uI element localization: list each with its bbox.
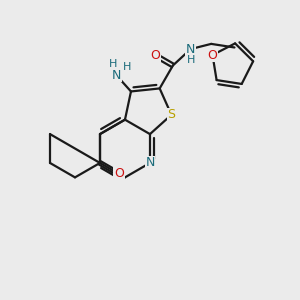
Text: H: H (186, 55, 195, 65)
Text: O: O (114, 167, 124, 181)
Text: N: N (112, 68, 121, 82)
Text: N: N (186, 43, 195, 56)
Text: S: S (167, 108, 175, 121)
Text: O: O (151, 49, 160, 62)
Text: N: N (145, 157, 154, 169)
Text: O: O (208, 49, 218, 62)
Text: H: H (109, 59, 117, 69)
Text: H: H (123, 62, 132, 72)
